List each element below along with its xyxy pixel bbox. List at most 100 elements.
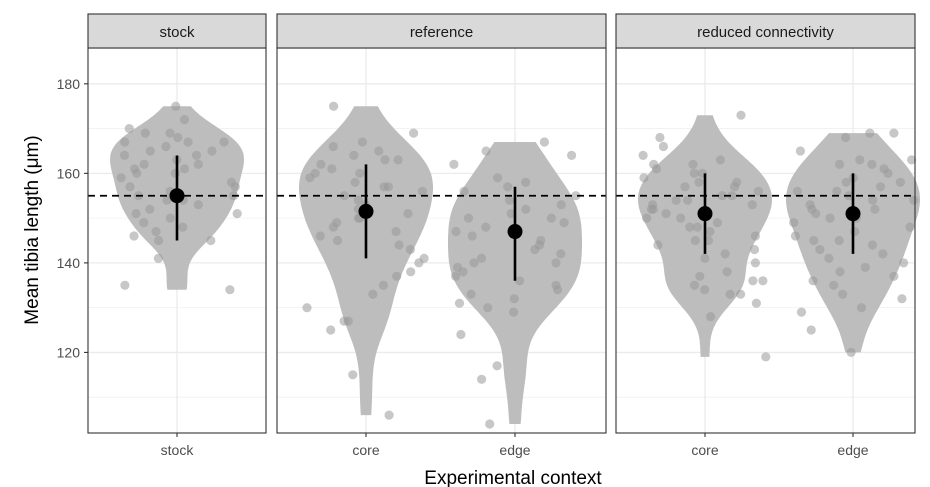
data-point — [855, 155, 865, 165]
data-point — [503, 182, 513, 192]
data-point — [508, 307, 519, 317]
data-point — [789, 218, 799, 228]
data-point — [806, 325, 816, 335]
data-point — [671, 195, 681, 205]
data-point — [120, 137, 130, 147]
data-point — [405, 244, 415, 255]
data-point — [646, 204, 657, 214]
data-point — [676, 213, 686, 223]
data-point — [406, 267, 416, 277]
data-point — [485, 419, 495, 429]
data-point — [378, 280, 388, 290]
data-point — [815, 244, 825, 255]
data-point — [414, 258, 424, 268]
data-point — [834, 159, 845, 169]
data-point — [302, 303, 312, 313]
data-point — [715, 155, 726, 165]
x-tick-label: edge — [499, 442, 530, 458]
data-point — [841, 177, 851, 187]
data-point — [343, 316, 353, 326]
data-point — [466, 289, 476, 299]
data-point — [835, 267, 845, 277]
data-point — [860, 262, 870, 272]
data-point — [530, 244, 540, 255]
data-point — [355, 168, 365, 178]
data-point — [658, 141, 669, 152]
data-point — [705, 226, 715, 237]
data-point — [353, 195, 363, 205]
data-point — [409, 128, 419, 138]
data-point — [179, 164, 190, 174]
data-point — [477, 374, 487, 384]
data-point — [179, 115, 190, 125]
data-point — [206, 235, 216, 246]
data-point — [834, 235, 844, 246]
data-point — [790, 231, 801, 241]
data-point — [909, 195, 919, 205]
data-point — [417, 186, 427, 196]
data-point — [451, 271, 461, 281]
data-point — [571, 191, 581, 201]
data-point — [193, 159, 203, 169]
data-point — [889, 271, 899, 281]
frame-layer: stock reference reduced connectivity — [87, 13, 916, 434]
data-point — [638, 150, 648, 160]
data-point — [717, 191, 727, 201]
data-point — [736, 110, 746, 120]
data-point — [170, 168, 180, 178]
summary-layer — [88, 155, 915, 281]
data-point — [792, 186, 803, 196]
data-point — [907, 155, 917, 165]
data-point — [727, 191, 737, 201]
data-point — [685, 222, 695, 232]
data-point — [350, 177, 360, 187]
data-point — [458, 267, 468, 277]
data-point — [750, 258, 761, 268]
data-point — [509, 294, 519, 304]
data-point — [332, 235, 343, 246]
data-point — [327, 164, 337, 174]
data-point — [856, 303, 867, 313]
data-point — [712, 218, 723, 228]
data-point — [655, 132, 665, 143]
mean-point — [697, 206, 713, 222]
data-point — [642, 213, 652, 223]
data-point — [145, 146, 155, 156]
data-point — [329, 101, 339, 111]
y-tick-label: 140 — [57, 255, 81, 271]
y-tick-label: 120 — [57, 344, 81, 360]
data-point — [463, 213, 474, 223]
x-tick-label: stock — [161, 442, 195, 458]
data-point — [193, 200, 203, 210]
data-point — [469, 258, 479, 268]
data-point — [153, 253, 163, 263]
data-point — [506, 209, 516, 219]
data-point — [191, 150, 202, 160]
facet-strip — [276, 13, 607, 49]
data-point — [651, 164, 662, 174]
data-point — [758, 276, 768, 286]
data-point — [230, 182, 240, 192]
violin-reference-core — [299, 106, 433, 416]
data-point — [393, 155, 403, 165]
data-point — [357, 137, 367, 147]
data-point — [481, 222, 491, 232]
data-point — [225, 285, 235, 295]
data-point — [747, 200, 757, 210]
data-point — [392, 271, 402, 281]
data-point — [661, 209, 671, 219]
data-point — [811, 209, 821, 219]
data-point — [116, 173, 126, 183]
data-point — [749, 244, 760, 255]
data-point — [449, 159, 459, 169]
data-point — [232, 209, 242, 219]
mean-point — [358, 203, 374, 219]
data-point — [207, 146, 217, 156]
data-point — [161, 141, 171, 152]
data-point — [556, 249, 566, 259]
data-point — [139, 218, 149, 228]
data-point — [653, 240, 663, 250]
data-point — [690, 235, 700, 246]
data-point — [481, 146, 491, 156]
data-point — [316, 159, 326, 169]
